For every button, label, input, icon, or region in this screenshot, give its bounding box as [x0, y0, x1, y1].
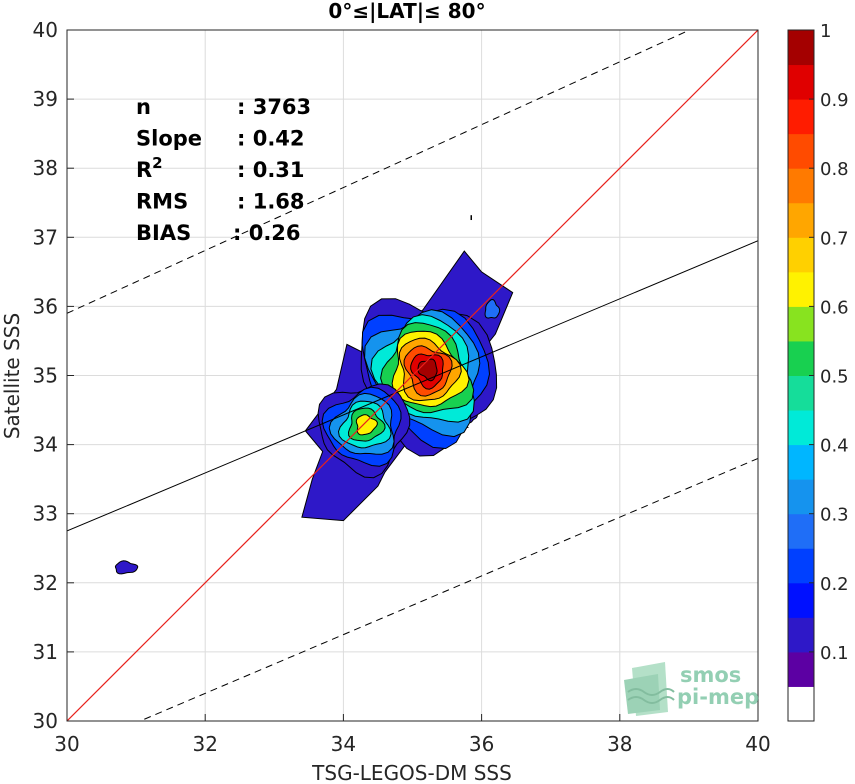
- stat-label: Slope: [136, 127, 202, 151]
- colorbar-swatch: [788, 30, 814, 66]
- colorbar: [787, 29, 815, 722]
- colorbar-swatch: [788, 651, 814, 687]
- colorbar-tick-label: 0.2: [820, 574, 849, 595]
- colorbar-swatch: [788, 340, 814, 376]
- statistics-annotation: n : 3763 Slope : 0.42 R2 : 0.31 RMS : 1.68 BIAS:…: [136, 95, 311, 245]
- y-tick-label: 35: [33, 364, 58, 388]
- x-axis-label: TSG-LEGOS-DM SSS: [311, 761, 512, 784]
- colorbar-swatch: [788, 306, 814, 342]
- chart-title: 0°≤|LAT|≤ 80°: [328, 0, 485, 23]
- colorbar-swatch: [788, 548, 814, 584]
- colorbar-tick-label: 0.6: [820, 297, 849, 318]
- colorbar-swatch: [788, 582, 814, 618]
- colorbar-swatch: [788, 133, 814, 169]
- x-tick-label: 40: [745, 732, 770, 756]
- colorbar-swatch: [788, 271, 814, 307]
- stat-label: R2: [136, 154, 163, 182]
- stat-value: : 0.42: [237, 127, 305, 151]
- logo-text-pi-mep: pi-mep: [677, 685, 759, 709]
- colorbar-swatch: [788, 617, 814, 653]
- colorbar-tick-label: 0.3: [820, 505, 849, 526]
- upper-bound-dashed-line: [67, 30, 691, 314]
- stat-label: BIAS: [136, 221, 191, 245]
- x-axis-ticks: 30 32 34 36 38 40: [54, 714, 771, 756]
- colorbar-tick-label: 0.1: [820, 643, 849, 664]
- y-tick-label: 32: [33, 571, 58, 595]
- y-tick-label: 30: [33, 709, 58, 733]
- colorbar-tick-label: 1: [820, 21, 831, 42]
- stat-value: : 0.26: [233, 221, 301, 245]
- colorbar-swatch: [788, 168, 814, 204]
- stat-value: : 1.68: [237, 190, 305, 214]
- density-contour-isolated: [114, 560, 139, 575]
- density-contour-isolated: [484, 298, 501, 319]
- reference-lines: [67, 30, 758, 721]
- y-tick-label: 33: [33, 502, 58, 526]
- colorbar-tick-label: 0.9: [820, 90, 849, 111]
- x-tick-label: 34: [331, 732, 356, 756]
- colorbar-swatch: [788, 479, 814, 515]
- y-axis-ticks: 30 31 32 33 34 35 36 37 38 39 40: [33, 18, 74, 733]
- y-tick-label: 36: [33, 294, 58, 318]
- x-tick-label: 32: [192, 732, 217, 756]
- colorbar-swatch: [788, 686, 814, 722]
- colorbar-tick-label: 0.4: [820, 436, 849, 457]
- logo-waves-icon: [624, 662, 675, 716]
- colorbar-swatch: [788, 99, 814, 135]
- stat-label: n: [136, 95, 151, 119]
- x-tick-label: 36: [469, 732, 494, 756]
- stat-value: : 3763: [237, 95, 311, 119]
- y-tick-label: 40: [33, 18, 58, 42]
- colorbar-swatch: [788, 202, 814, 238]
- logo-text-smos: smos: [680, 663, 741, 687]
- colorbar-swatch: [788, 444, 814, 480]
- y-tick-label: 37: [33, 225, 58, 249]
- identity-line: [67, 30, 758, 721]
- colorbar-tick-label: 0.5: [820, 367, 849, 388]
- colorbar-ticks: 0.1 0.2 0.3 0.4 0.5 0.6 0.7 0.8 0.9 1: [809, 21, 849, 664]
- lower-bound-dashed-line: [138, 457, 758, 721]
- colorbar-swatch: [788, 237, 814, 273]
- colorbar-swatch: [788, 410, 814, 446]
- colorbar-swatch: [788, 375, 814, 411]
- x-tick-label: 30: [54, 732, 79, 756]
- y-tick-label: 34: [33, 433, 58, 457]
- colorbar-tick-label: 0.8: [820, 159, 849, 180]
- smos-pi-mep-logo: smos pi-mep: [624, 662, 759, 716]
- y-axis-label: Satellite SSS: [0, 313, 24, 439]
- y-tick-label: 39: [33, 87, 58, 111]
- colorbar-swatch: [788, 513, 814, 549]
- x-tick-label: 38: [607, 732, 632, 756]
- colorbar-tick-label: 0.7: [820, 228, 849, 249]
- stat-label: RMS: [136, 190, 188, 214]
- regression-fit-line: [67, 240, 758, 532]
- y-tick-label: 38: [33, 156, 58, 180]
- y-tick-label: 31: [33, 640, 58, 664]
- stat-value: : 0.31: [237, 158, 305, 182]
- colorbar-swatch: [788, 64, 814, 100]
